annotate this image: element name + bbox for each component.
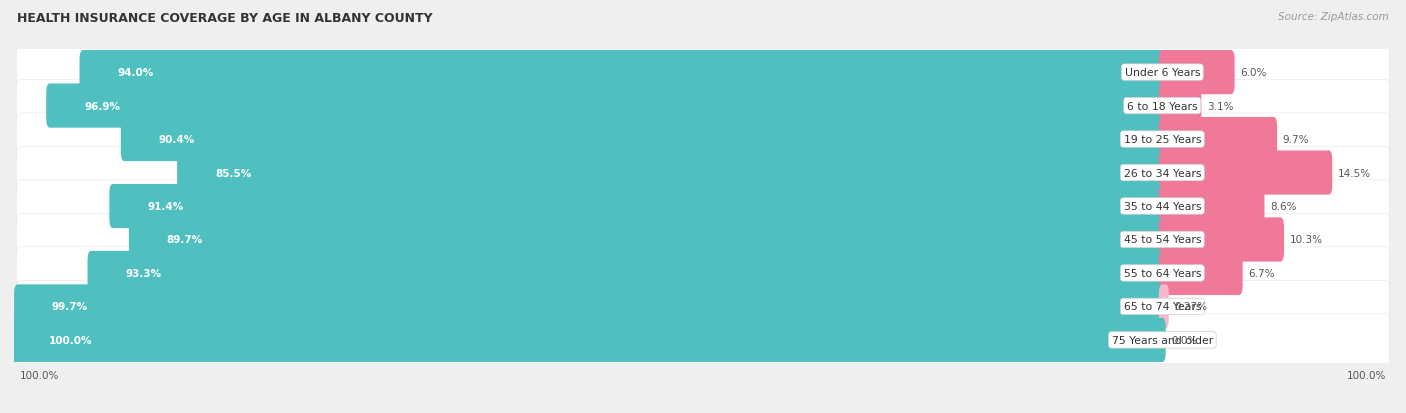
Text: 93.3%: 93.3% [125,268,162,278]
FancyBboxPatch shape [110,185,1166,228]
Text: 55 to 64 Years: 55 to 64 Years [1123,268,1201,278]
FancyBboxPatch shape [1159,151,1333,195]
FancyBboxPatch shape [1159,218,1284,262]
FancyBboxPatch shape [121,118,1166,162]
Text: 6 to 18 Years: 6 to 18 Years [1128,101,1198,112]
FancyBboxPatch shape [17,114,1389,166]
Text: 94.0%: 94.0% [118,68,153,78]
Text: 89.7%: 89.7% [167,235,202,245]
FancyBboxPatch shape [17,47,1389,99]
FancyBboxPatch shape [87,251,1166,295]
Text: 100.0%: 100.0% [49,335,91,345]
Text: 65 to 74 Years: 65 to 74 Years [1123,301,1201,312]
Text: 75 Years and older: 75 Years and older [1112,335,1213,345]
FancyBboxPatch shape [17,247,1389,299]
FancyBboxPatch shape [17,80,1389,133]
Text: 10.3%: 10.3% [1289,235,1323,245]
FancyBboxPatch shape [17,280,1389,333]
Text: 100.0%: 100.0% [20,370,59,380]
Text: Under 6 Years: Under 6 Years [1125,68,1201,78]
Text: 90.4%: 90.4% [159,135,195,145]
Text: 96.9%: 96.9% [84,101,120,112]
FancyBboxPatch shape [1159,185,1264,228]
Text: 100.0%: 100.0% [1347,370,1386,380]
Text: 45 to 54 Years: 45 to 54 Years [1123,235,1201,245]
Text: 91.4%: 91.4% [148,202,184,211]
Text: Source: ZipAtlas.com: Source: ZipAtlas.com [1278,12,1389,22]
Text: 26 to 34 Years: 26 to 34 Years [1123,168,1201,178]
Text: 8.6%: 8.6% [1270,202,1296,211]
FancyBboxPatch shape [1159,51,1234,95]
FancyBboxPatch shape [1159,251,1243,295]
Text: 99.7%: 99.7% [52,301,89,312]
Text: 6.7%: 6.7% [1249,268,1275,278]
FancyBboxPatch shape [17,214,1389,266]
Text: 85.5%: 85.5% [215,168,252,178]
FancyBboxPatch shape [46,84,1166,128]
FancyBboxPatch shape [177,151,1166,195]
Text: 19 to 25 Years: 19 to 25 Years [1123,135,1201,145]
FancyBboxPatch shape [1159,84,1201,128]
FancyBboxPatch shape [14,285,1166,329]
FancyBboxPatch shape [129,218,1166,262]
Text: 35 to 44 Years: 35 to 44 Years [1123,202,1201,211]
FancyBboxPatch shape [1159,285,1168,329]
Text: 9.7%: 9.7% [1282,135,1309,145]
Text: 6.0%: 6.0% [1240,68,1267,78]
FancyBboxPatch shape [1159,118,1277,162]
FancyBboxPatch shape [80,51,1166,95]
Text: 0.27%: 0.27% [1174,301,1208,312]
Text: 3.1%: 3.1% [1208,101,1233,112]
FancyBboxPatch shape [17,147,1389,199]
Text: 14.5%: 14.5% [1339,168,1371,178]
FancyBboxPatch shape [11,318,1166,362]
FancyBboxPatch shape [17,314,1389,366]
Text: HEALTH INSURANCE COVERAGE BY AGE IN ALBANY COUNTY: HEALTH INSURANCE COVERAGE BY AGE IN ALBA… [17,12,433,25]
FancyBboxPatch shape [17,180,1389,233]
Text: 0.0%: 0.0% [1171,335,1198,345]
